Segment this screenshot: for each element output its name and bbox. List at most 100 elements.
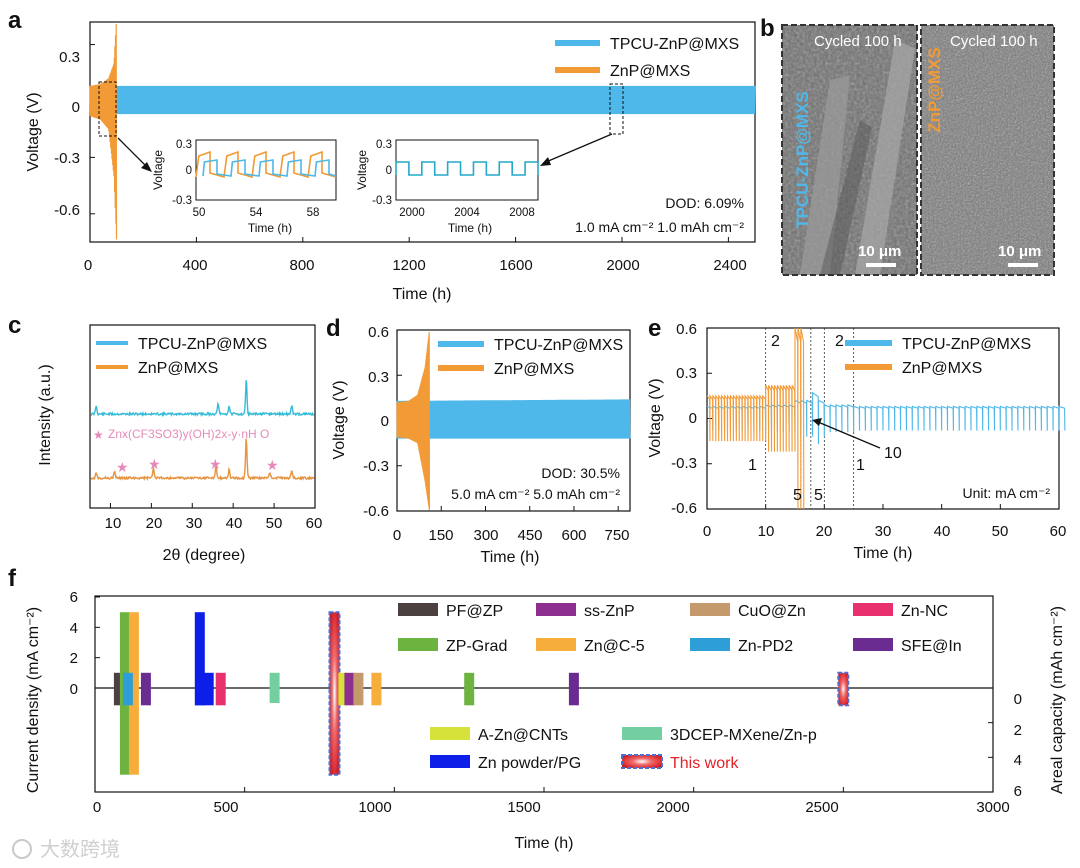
- e-arrowhead: [812, 418, 822, 426]
- sem-fiber: [820, 120, 872, 275]
- sem-frame-right: [920, 24, 1055, 276]
- a-arrow-1: [117, 137, 149, 169]
- f-legend-swatch: [621, 754, 663, 769]
- a-inset-2-tpcu-trace: [395, 161, 539, 176]
- f-legend-label: Zn powder/PG: [478, 755, 581, 772]
- f-bar-zn-pd2: [122, 672, 133, 706]
- c-legend-znp: ZnP@MXS: [138, 360, 218, 377]
- b-right-caption: Cycled 100 h: [950, 33, 1038, 50]
- f-bar-ss-znp: [344, 672, 355, 706]
- a-inset1-ytick: 0.3: [176, 139, 192, 151]
- a-ytick: 0: [72, 99, 80, 116]
- f-xtick: 3000: [976, 799, 1009, 816]
- e-region-label: 1: [748, 457, 757, 474]
- a-inset2-ytick: -0.3: [372, 195, 392, 207]
- d-znp-trace: [396, 331, 430, 511]
- e-znp-trace: [706, 327, 805, 510]
- e-xtick: 60: [1050, 523, 1067, 540]
- a-arrow-2: [545, 133, 613, 163]
- d-xtick: 600: [561, 527, 586, 544]
- a-inset-1-tpcu-trace: [202, 159, 337, 177]
- a-ylabel: Voltage (V): [25, 92, 42, 171]
- a-inset2-ylabel: Voltage: [355, 150, 369, 190]
- a-inset1-ytick: 0: [186, 165, 192, 177]
- a-inset-2-frame: [395, 139, 539, 201]
- e-ytick: 0.3: [676, 365, 697, 382]
- e-tpcu-trace: [706, 391, 1066, 445]
- a-inset2-xlabel: Time (h): [448, 221, 492, 235]
- f-ylabel-left: Current density (mA cm⁻²): [25, 607, 42, 793]
- d-dod-label: DOD: 30.5%: [541, 465, 620, 481]
- e-ylabel: Voltage (V): [647, 378, 664, 457]
- f-ytick-right: 4: [1014, 752, 1022, 769]
- c-star-marker: ★: [148, 456, 161, 472]
- panel-letter-b: b: [760, 15, 775, 42]
- watermark-logo-icon: [12, 839, 32, 859]
- c-star-marker: ★: [116, 459, 129, 475]
- panel-a: a 0 400 800 1200 1600 2000 2400 0.3 0 -0…: [8, 7, 756, 303]
- d-ytick: 0: [381, 413, 389, 430]
- a-arrowhead-2: [540, 157, 551, 166]
- panel-letter-d: d: [326, 315, 341, 342]
- f-xtick: 0: [93, 799, 101, 816]
- f-legend-swatch: [430, 727, 470, 740]
- c-xtick: 20: [146, 515, 163, 532]
- f-xlabel: Time (h): [515, 835, 574, 852]
- a-xtick: 400: [182, 257, 207, 274]
- e-arrow: [817, 421, 881, 449]
- a-xtick: 2000: [606, 257, 639, 274]
- c-star-legend-marker: ★: [93, 428, 104, 442]
- a-zoom-box-2: [609, 83, 624, 135]
- f-bar-sfe-in: [140, 672, 151, 706]
- b-right-label: ZnP@MXS: [925, 47, 944, 133]
- e-xtick: 50: [992, 523, 1009, 540]
- e-region-label: 2: [835, 333, 844, 350]
- f-legend-label: This work: [670, 755, 739, 772]
- f-bar-zn-c-5: [128, 612, 139, 775]
- b-right-scale-bar: [1008, 263, 1038, 267]
- d-ytick: -0.3: [363, 458, 389, 475]
- c-star-label: Znx(CF3SO3)y(OH)2x-y·nH O: [108, 427, 269, 441]
- c-legend-tpcu: TPCU-ZnP@MXS: [138, 336, 267, 353]
- f-bar-zn-powder-pg: [203, 672, 214, 706]
- e-region-label: 2: [771, 333, 780, 350]
- a-arrowhead-1: [141, 162, 152, 172]
- f-xtick: 500: [213, 799, 238, 816]
- e-region-label: 1: [856, 457, 865, 474]
- f-legend-label: A-Zn@CNTs: [478, 727, 568, 744]
- sem-fiber: [855, 40, 915, 275]
- a-tpcu-trace: [89, 85, 756, 115]
- d-ytick: -0.6: [363, 503, 389, 520]
- f-ytick-left: 2: [70, 650, 78, 667]
- panel-e-ticks: [706, 327, 1060, 510]
- panel-letter-e: e: [648, 315, 661, 342]
- e-region-label: 5: [793, 487, 802, 504]
- f-bar-cuo-zn: [353, 672, 364, 706]
- panel-letter-a: a: [8, 7, 22, 34]
- f-legend-swatch: [536, 603, 576, 616]
- a-xtick: 0: [84, 257, 92, 274]
- f-xtick: 2500: [805, 799, 838, 816]
- a-inset1-xtick: 50: [193, 207, 206, 219]
- f-legend-swatch: [398, 638, 438, 651]
- e-xtick: 30: [875, 523, 892, 540]
- sem-fiber: [800, 75, 850, 275]
- b-left-label: TPCU-ZnP@MXS: [793, 91, 812, 228]
- panel-d-traces: [396, 331, 631, 511]
- f-ylabel-right: Areal capacity (mAh cm⁻²): [1049, 606, 1066, 794]
- a-xtick: 800: [289, 257, 314, 274]
- d-xtick: 0: [393, 527, 401, 544]
- a-ytick: -0.3: [54, 150, 80, 167]
- d-xtick: 150: [428, 527, 453, 544]
- f-bar-3dcep-mxene-zn-p: [269, 672, 280, 703]
- a-inset1-xtick: 54: [250, 207, 263, 219]
- f-legend-label: ss-ZnP: [584, 603, 635, 620]
- c-star-marker: ★: [209, 456, 222, 472]
- f-legend-label: Zn-NC: [901, 603, 948, 620]
- f-legend-label: SFE@In: [901, 638, 962, 655]
- c-znp-pattern: [90, 438, 315, 482]
- panel-c-frame: [89, 324, 316, 509]
- c-star-marker: ★: [266, 457, 279, 473]
